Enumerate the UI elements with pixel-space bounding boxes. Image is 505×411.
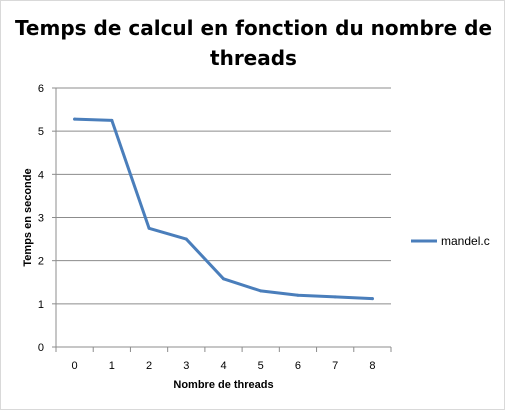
x-tick-label: 6 — [295, 360, 301, 372]
data-point — [222, 277, 225, 281]
data-point — [184, 237, 188, 241]
data-point — [296, 293, 300, 297]
y-tick-label: 3 — [38, 213, 44, 225]
x-tick-label: 3 — [183, 360, 189, 372]
data-point — [110, 118, 114, 122]
y-tick-label: 5 — [38, 126, 44, 138]
chart-title: Temps de calcul en fonction du nombre de… — [14, 16, 493, 70]
x-tick-label: 7 — [332, 360, 338, 372]
data-point — [333, 295, 337, 299]
legend-label: mandel.c — [441, 234, 490, 248]
y-tick-label: 0 — [38, 342, 44, 354]
y-tick-label: 6 — [38, 83, 44, 95]
data-point — [259, 289, 263, 293]
x-tick-label: 0 — [72, 360, 78, 372]
x-axis-title: Nombre de threads — [173, 379, 273, 391]
x-tick-label: 8 — [369, 360, 375, 372]
x-tick-label: 5 — [258, 360, 264, 372]
y-tick-label: 2 — [38, 256, 44, 268]
x-tick-label: 4 — [220, 360, 226, 372]
y-tick-label: 4 — [38, 169, 44, 181]
data-point — [73, 117, 77, 121]
x-tick-label: 2 — [146, 360, 152, 372]
x-tick-label: 1 — [109, 360, 115, 372]
series-line-mandel.c — [73, 117, 374, 301]
y-axis-title: Temps en seconde — [22, 168, 34, 266]
y-tick-label: 1 — [38, 299, 44, 311]
data-point — [147, 226, 151, 230]
data-point — [370, 297, 374, 301]
